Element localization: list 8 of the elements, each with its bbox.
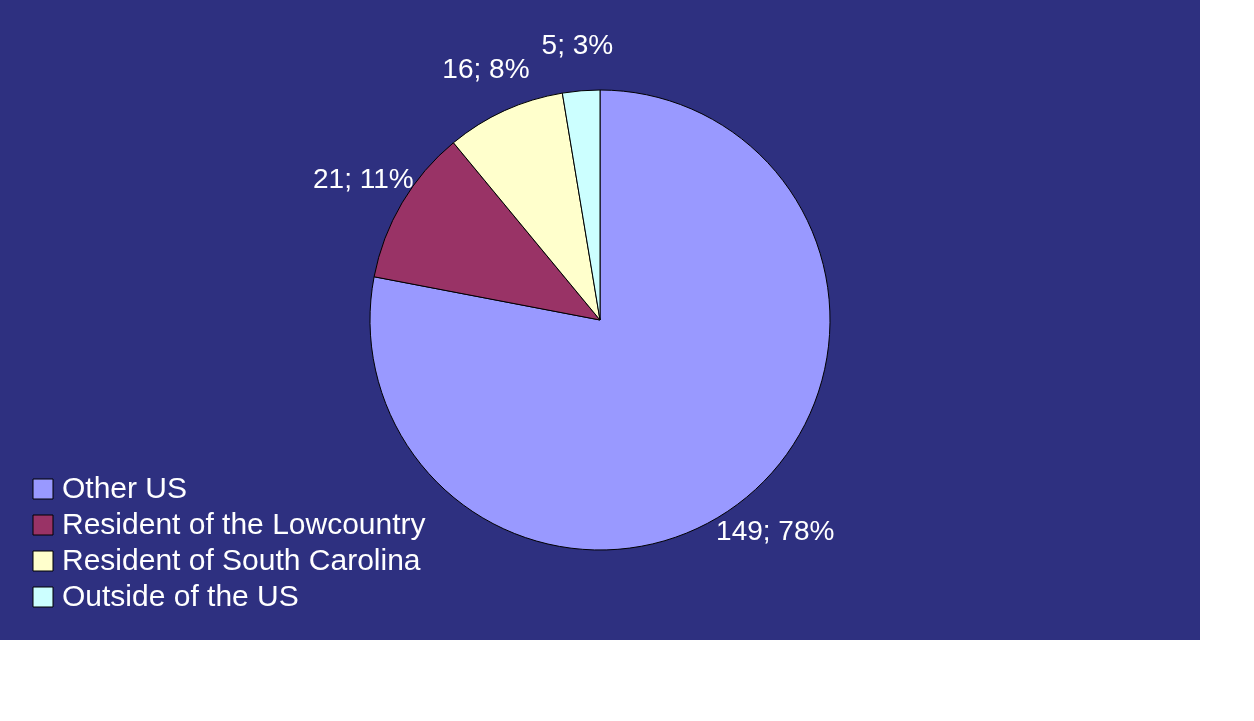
legend-label: Outside of the US [62,579,299,612]
legend-label: Resident of the Lowcountry [62,507,426,540]
legend-label: Other US [62,471,188,504]
data-label: 149; 78% [716,514,835,546]
legend-label: Resident of South Carolina [62,543,421,576]
data-label: 21; 11% [313,162,414,194]
data-label: 5; 3% [541,28,614,60]
data-label: 16; 8% [442,52,530,84]
